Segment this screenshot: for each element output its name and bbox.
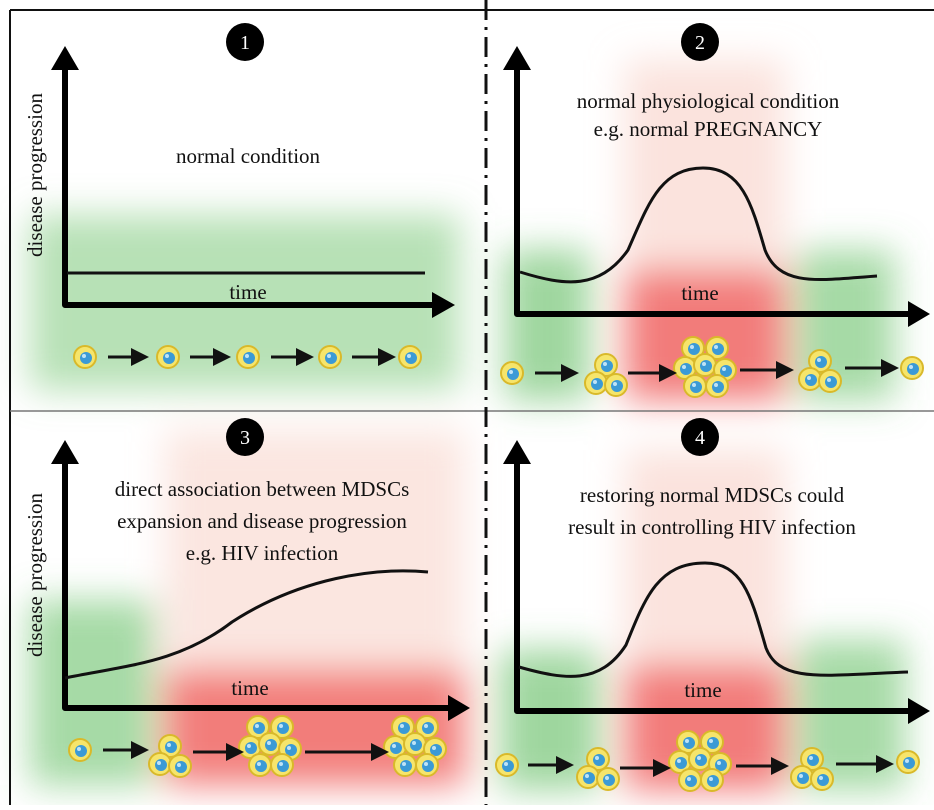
cell <box>415 753 439 777</box>
cell <box>403 732 427 756</box>
arrows <box>103 348 899 777</box>
x-axis-label: time <box>684 678 721 702</box>
cell <box>248 753 272 777</box>
panel-number: 1 <box>240 32 250 54</box>
cell <box>258 732 282 756</box>
badges <box>226 23 719 456</box>
cell <box>810 767 834 791</box>
cell <box>818 369 842 393</box>
caption: restoring normal MDSCs could <box>580 483 845 507</box>
caption: expansion and disease progression <box>117 509 407 533</box>
y-axis-label: disease progression <box>23 93 47 257</box>
x-axis-label: time <box>231 676 268 700</box>
caption: direct association between MDSCs <box>115 477 410 501</box>
cell <box>148 752 172 776</box>
cell <box>688 747 712 771</box>
cell <box>270 753 294 777</box>
curves <box>64 166 909 680</box>
cell <box>596 767 620 791</box>
cell <box>584 371 608 395</box>
cell <box>683 374 707 398</box>
caption: normal physiological condition <box>577 89 840 113</box>
x-axis-label: time <box>229 280 266 304</box>
cell <box>393 753 417 777</box>
cell <box>900 356 924 380</box>
cell <box>156 345 180 369</box>
caption: e.g. HIV infection <box>186 541 339 565</box>
cell <box>790 765 814 789</box>
panel-number: 2 <box>695 32 705 54</box>
cell <box>236 345 260 369</box>
cell <box>168 754 192 778</box>
cell <box>576 765 600 789</box>
x-axis-label: time <box>681 281 718 305</box>
cell <box>495 753 519 777</box>
cell <box>700 768 724 792</box>
cell <box>500 361 524 385</box>
backgrounds <box>30 60 905 790</box>
caption: e.g. normal PREGNANCY <box>594 117 823 141</box>
cell <box>896 750 920 774</box>
cell <box>798 367 822 391</box>
caption: result in controlling HIV infection <box>568 515 856 539</box>
frame <box>9 0 934 805</box>
cell <box>705 374 729 398</box>
cell <box>318 345 342 369</box>
cell <box>68 738 92 762</box>
cell <box>678 768 702 792</box>
cell <box>604 373 628 397</box>
caption: normal condition <box>176 144 321 168</box>
cell <box>398 345 422 369</box>
labels: 1 2 3 4 disease progression disease prog… <box>23 32 856 702</box>
cell <box>693 353 717 377</box>
cell <box>73 345 97 369</box>
panel-number: 4 <box>695 427 705 449</box>
y-axis-label: disease progression <box>23 493 47 657</box>
panel-number: 3 <box>240 427 250 449</box>
axes <box>51 46 930 724</box>
